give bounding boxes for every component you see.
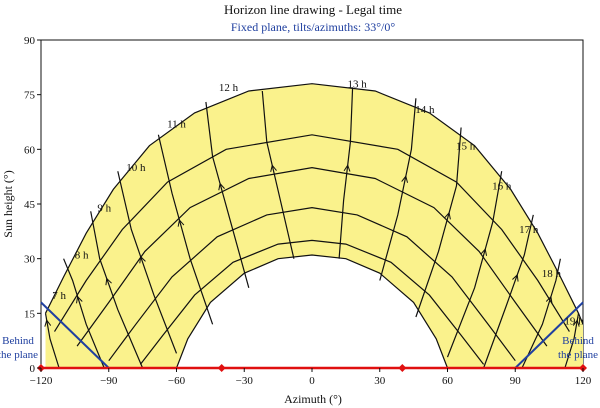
hour-line xyxy=(379,98,417,281)
x-tick-label: −120 xyxy=(30,375,53,387)
behind-plane-label: Behind the plane xyxy=(0,335,38,361)
horizon-marker xyxy=(398,364,407,372)
chart-title: Horizon line drawing - Legal time xyxy=(224,2,402,17)
tick-labels: −120 −90 −60 −30 0 30 60 90 120 0 15 30 45 60 75 90 xyxy=(24,35,592,387)
behind-plane-label: Behind the plane xyxy=(558,335,598,361)
plane-limit-line xyxy=(514,301,584,369)
hour-line-arrow xyxy=(444,211,451,220)
hour-line-arrow xyxy=(270,164,277,172)
hour-line-arrow xyxy=(139,255,146,264)
declination-path xyxy=(53,134,570,332)
hour-label: 17 h xyxy=(519,224,539,236)
x-tick-label: 90 xyxy=(510,375,522,387)
hour-line xyxy=(117,171,178,354)
chart-subtitle: Fixed plane, tilts/azimuths: 33°/0° xyxy=(231,20,395,34)
y-tick-label: 45 xyxy=(24,199,36,211)
hour-line xyxy=(205,101,250,288)
y-tick-label: 0 xyxy=(30,363,36,375)
hour-line xyxy=(90,211,144,369)
hour-label: 7 h xyxy=(52,290,66,302)
y-tick-label: 15 xyxy=(24,308,36,320)
hour-label: 9 h xyxy=(97,202,111,214)
hour-line xyxy=(446,171,503,358)
x-tick-label: 0 xyxy=(309,375,315,387)
x-axis-label: Azimuth (°) xyxy=(284,392,342,406)
hour-label: 18 h xyxy=(542,268,562,280)
x-tick-label: −90 xyxy=(100,375,118,387)
hour-line xyxy=(261,90,295,259)
y-tick-label: 75 xyxy=(24,90,36,102)
hour-line-arrow xyxy=(401,175,409,183)
hour-label: 10 h xyxy=(126,162,146,174)
summer-solstice-path xyxy=(44,83,584,325)
x-tick-label: 30 xyxy=(374,375,386,387)
hour-label: 13 h xyxy=(348,78,368,90)
hour-label: 12 h xyxy=(219,82,239,94)
hour-line-arrow xyxy=(105,277,112,286)
hour-label: 8 h xyxy=(75,250,89,262)
sun-path-band xyxy=(45,83,583,368)
y-axis-label: Sun height (°) xyxy=(1,170,15,237)
hour-label: 16 h xyxy=(492,180,512,192)
hour-line-arrow xyxy=(177,219,185,227)
hour-line-arrow xyxy=(545,295,553,304)
hour-line xyxy=(415,127,462,318)
hour-line xyxy=(157,134,214,325)
plot-area: 7 h 8 h 9 h 10 h 11 h 12 h 13 h 14 h 15 h 16 h 17 … xyxy=(0,39,598,372)
hour-label: 14 h xyxy=(415,104,435,116)
hour-label: 15 h xyxy=(456,140,476,152)
y-tick-label: 30 xyxy=(24,254,36,266)
hour-line-arrow xyxy=(512,273,519,282)
declination-path xyxy=(139,239,485,365)
horizon-marker xyxy=(217,364,226,372)
hour-label: 11 h xyxy=(167,118,186,130)
x-tick-label: 120 xyxy=(575,375,592,387)
plane-limit-line xyxy=(40,301,110,369)
hour-line xyxy=(63,258,105,369)
hour-line xyxy=(44,313,60,369)
x-tick-label: 60 xyxy=(442,375,454,387)
y-tick-label: 90 xyxy=(24,35,36,47)
hour-line xyxy=(564,313,580,369)
hour-line-arrow xyxy=(44,319,52,327)
winter-solstice-path xyxy=(175,254,449,369)
hour-line xyxy=(483,214,534,369)
hour-line-arrow xyxy=(572,319,580,327)
hour-line-arrow xyxy=(76,295,83,304)
hour-label: 19 h xyxy=(564,315,584,327)
x-tick-label: −60 xyxy=(168,375,186,387)
hour-line xyxy=(338,87,354,259)
declination-path xyxy=(76,166,548,347)
declination-path xyxy=(108,206,516,362)
hour-line-arrow xyxy=(343,164,351,172)
y-tick-label: 60 xyxy=(24,144,36,156)
hour-line-arrow xyxy=(480,248,488,256)
hour-line xyxy=(521,258,561,369)
hour-line-arrow xyxy=(218,182,225,191)
x-tick-label: −30 xyxy=(236,375,254,387)
